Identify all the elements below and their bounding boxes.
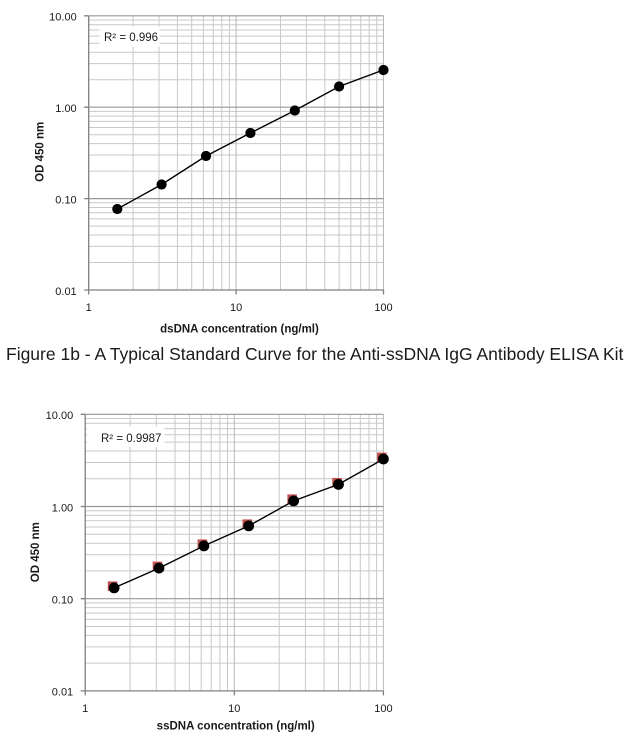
svg-text:R² = 0.996: R² = 0.996 <box>104 32 158 44</box>
svg-text:10: 10 <box>230 302 242 314</box>
svg-text:OD 450 nm: OD 450 nm <box>30 522 42 582</box>
svg-text:0.01: 0.01 <box>52 687 73 699</box>
svg-text:OD 450 nm: OD 450 nm <box>34 122 46 182</box>
svg-text:1.00: 1.00 <box>55 103 76 115</box>
svg-text:100: 100 <box>374 302 392 314</box>
svg-text:1: 1 <box>82 703 88 715</box>
svg-text:0.10: 0.10 <box>55 194 76 206</box>
svg-text:1.00: 1.00 <box>52 502 73 514</box>
svg-text:1: 1 <box>86 302 92 314</box>
svg-text:10.00: 10.00 <box>46 410 74 422</box>
svg-text:100: 100 <box>374 703 392 715</box>
svg-text:R² = 0.9987: R² = 0.9987 <box>101 433 161 445</box>
svg-text:10.00: 10.00 <box>49 12 77 24</box>
svg-text:0.01: 0.01 <box>55 286 76 298</box>
svg-text:dsDNA concentration (ng/ml): dsDNA concentration (ng/ml) <box>160 324 319 336</box>
svg-text:0.10: 0.10 <box>52 595 73 607</box>
svg-text:ssDNA concentration (ng/ml): ssDNA concentration (ng/ml) <box>157 721 315 733</box>
svg-text:10: 10 <box>228 703 240 715</box>
